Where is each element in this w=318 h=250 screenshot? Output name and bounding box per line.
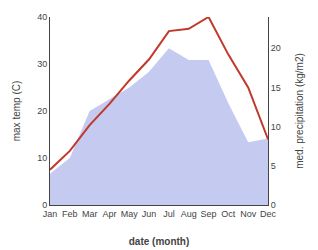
svg-text:40: 40: [37, 12, 47, 22]
svg-text:30: 30: [37, 59, 47, 69]
svg-text:Dec: Dec: [260, 209, 277, 219]
svg-text:max temp (C): max temp (C): [11, 81, 22, 142]
svg-text:0: 0: [271, 200, 276, 210]
svg-text:10: 10: [37, 153, 47, 163]
svg-text:Jan: Jan: [43, 209, 58, 219]
svg-text:Apr: Apr: [102, 209, 116, 219]
svg-text:20: 20: [271, 43, 281, 53]
svg-text:med. precipitation (kg/m2): med. precipitation (kg/m2): [294, 53, 305, 169]
svg-text:5: 5: [271, 161, 276, 171]
svg-text:Jun: Jun: [142, 209, 157, 219]
svg-text:Sep: Sep: [201, 209, 217, 219]
svg-text:Aug: Aug: [181, 209, 197, 219]
svg-text:20: 20: [37, 106, 47, 116]
svg-text:0: 0: [42, 200, 47, 210]
svg-text:Nov: Nov: [240, 209, 257, 219]
svg-text:Jul: Jul: [163, 209, 175, 219]
svg-text:date (month): date (month): [129, 236, 190, 247]
svg-text:Feb: Feb: [62, 209, 78, 219]
svg-text:15: 15: [271, 83, 281, 93]
svg-text:Oct: Oct: [221, 209, 236, 219]
svg-text:May: May: [121, 209, 139, 219]
svg-text:10: 10: [271, 122, 281, 132]
svg-text:Mar: Mar: [82, 209, 98, 219]
